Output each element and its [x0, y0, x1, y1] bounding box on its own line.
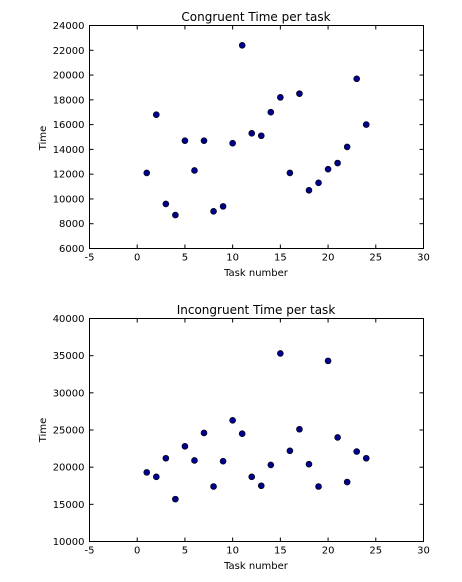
- incongruent-x-tick-label: 25: [369, 546, 382, 557]
- congruent-data-point: [162, 200, 170, 208]
- congruent-chart: Congruent Time per task Task number Time…: [38, 10, 430, 279]
- congruent-data-point: [172, 211, 179, 219]
- incongruent-data-point: [353, 448, 361, 455]
- incongruent-y-axis-label: Time: [38, 418, 49, 443]
- incongruent-points: [143, 350, 370, 503]
- incongruent-data-point: [362, 454, 370, 462]
- incongruent-data-point: [219, 457, 227, 465]
- congruent-y-tick-label: 6000: [59, 244, 84, 255]
- congruent-data-point: [200, 137, 208, 145]
- congruent-x-tick-label: 25: [369, 253, 382, 264]
- congruent-data-point: [143, 169, 151, 177]
- incongruent-chart: Incongruent Time per task Task number Ti…: [38, 303, 430, 572]
- incongruent-x-tick-label: -5: [85, 546, 95, 557]
- congruent-data-point: [324, 165, 332, 173]
- congruent-y-tick-label: 18000: [53, 95, 85, 106]
- congruent-x-tick-label: 5: [182, 253, 188, 264]
- congruent-chart-title: Congruent Time per task: [181, 10, 330, 24]
- incongruent-data-point: [305, 460, 313, 468]
- incongruent-plot-frame: [89, 318, 424, 542]
- congruent-y-tick-label: 22000: [53, 46, 85, 57]
- incongruent-y-tick-label: 15000: [53, 500, 85, 511]
- congruent-data-point: [353, 75, 361, 83]
- congruent-x-axis-label: Task number: [223, 268, 289, 279]
- incongruent-data-point: [248, 473, 256, 481]
- congruent-x-tick-label: 15: [274, 253, 287, 264]
- congruent-y-tick-label: 12000: [53, 170, 85, 181]
- congruent-data-point: [315, 179, 322, 187]
- congruent-data-point: [229, 139, 236, 147]
- congruent-x-tick-label: -5: [85, 253, 95, 264]
- incongruent-y-tick-label: 10000: [53, 537, 85, 548]
- congruent-y-tick-label: 24000: [53, 21, 85, 32]
- congruent-data-point: [191, 167, 198, 174]
- congruent-data-point: [305, 186, 313, 194]
- incongruent-x-tick-label: 15: [274, 546, 287, 557]
- congruent-data-point: [238, 42, 246, 49]
- incongruent-chart-title: Incongruent Time per task: [177, 303, 336, 317]
- incongruent-x-tick-label: 0: [134, 546, 140, 557]
- incongruent-x-tick-label: 30: [417, 546, 430, 557]
- incongruent-data-point: [277, 350, 284, 357]
- congruent-y-tick-label: 8000: [59, 219, 84, 230]
- incongruent-x-axis-label: Task number: [223, 561, 289, 572]
- congruent-x-tick-label: 20: [322, 253, 335, 264]
- incongruent-data-point: [334, 434, 341, 441]
- congruent-y-tick-label: 14000: [53, 145, 85, 156]
- incongruent-data-point: [200, 429, 208, 437]
- incongruent-y-tick-label: 20000: [53, 463, 85, 474]
- incongruent-data-point: [191, 457, 198, 464]
- congruent-y-tick-label: 16000: [53, 120, 85, 131]
- congruent-x-tick-label: 10: [226, 253, 239, 264]
- incongruent-data-point: [296, 425, 303, 433]
- incongruent-y-tick-label: 40000: [53, 314, 85, 325]
- congruent-data-point: [257, 132, 265, 140]
- congruent-data-point: [153, 111, 160, 118]
- incongruent-y-tick-label: 25000: [53, 426, 85, 437]
- incongruent-data-point: [257, 482, 265, 490]
- congruent-x-tick-label: 30: [417, 253, 430, 264]
- incongruent-x-tick-label: 10: [226, 546, 239, 557]
- congruent-plot-frame: [89, 25, 424, 249]
- congruent-data-point: [296, 90, 303, 97]
- congruent-y-tick-label: 20000: [53, 71, 85, 82]
- congruent-data-point: [210, 208, 217, 215]
- incongruent-data-point: [210, 483, 217, 490]
- congruent-data-point: [277, 94, 284, 101]
- congruent-data-point: [334, 159, 341, 167]
- incongruent-y-tick-label: 30000: [53, 388, 85, 399]
- incongruent-x-tick-label: 20: [322, 546, 335, 557]
- congruent-x-tick-label: 0: [134, 253, 140, 264]
- congruent-data-point: [267, 108, 275, 116]
- incongruent-data-point: [315, 483, 322, 490]
- incongruent-data-point: [324, 357, 332, 365]
- incongruent-y-tick-label: 35000: [53, 351, 85, 362]
- incongruent-data-point: [162, 454, 170, 462]
- incongruent-data-point: [153, 473, 160, 481]
- congruent-y-axis-label: Time: [38, 126, 49, 151]
- incongruent-data-point: [286, 447, 294, 455]
- incongruent-data-point: [267, 461, 275, 469]
- incongruent-data-point: [181, 443, 189, 450]
- incongruent-data-point: [229, 417, 236, 424]
- incongruent-data-point: [238, 430, 246, 438]
- congruent-data-point: [362, 121, 370, 128]
- congruent-data-point: [181, 137, 189, 145]
- congruent-data-point: [219, 203, 227, 210]
- congruent-y-tick-label: 10000: [53, 194, 85, 205]
- congruent-data-point: [343, 143, 351, 151]
- incongruent-x-tick-label: 5: [182, 546, 188, 557]
- incongruent-data-point: [143, 469, 151, 476]
- incongruent-data-point: [343, 478, 351, 486]
- incongruent-data-point: [172, 495, 179, 503]
- congruent-data-point: [248, 129, 256, 137]
- congruent-data-point: [286, 169, 294, 177]
- congruent-points: [143, 42, 370, 219]
